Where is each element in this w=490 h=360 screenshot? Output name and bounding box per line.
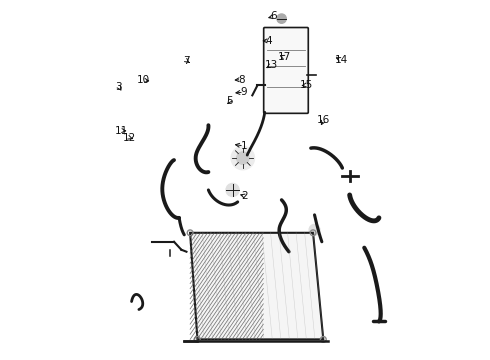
Text: 16: 16 xyxy=(317,115,331,125)
Circle shape xyxy=(309,224,320,235)
Text: 17: 17 xyxy=(278,52,291,62)
Text: 15: 15 xyxy=(300,80,313,90)
Polygon shape xyxy=(190,233,323,339)
Text: 4: 4 xyxy=(265,36,271,46)
Circle shape xyxy=(237,152,249,165)
Circle shape xyxy=(277,14,286,23)
FancyBboxPatch shape xyxy=(264,27,308,113)
Text: 11: 11 xyxy=(115,126,128,135)
Circle shape xyxy=(226,184,239,197)
Text: 2: 2 xyxy=(242,191,248,201)
Text: 8: 8 xyxy=(238,75,245,85)
Text: 6: 6 xyxy=(270,12,277,22)
Text: 14: 14 xyxy=(335,55,348,65)
Text: 10: 10 xyxy=(137,75,150,85)
Text: 3: 3 xyxy=(116,82,122,92)
Text: 13: 13 xyxy=(265,60,278,70)
Circle shape xyxy=(231,147,254,170)
Text: 5: 5 xyxy=(226,96,233,106)
Text: 12: 12 xyxy=(123,133,136,143)
Text: 9: 9 xyxy=(241,87,247,97)
Text: 1: 1 xyxy=(241,141,247,151)
Text: 7: 7 xyxy=(184,56,190,66)
